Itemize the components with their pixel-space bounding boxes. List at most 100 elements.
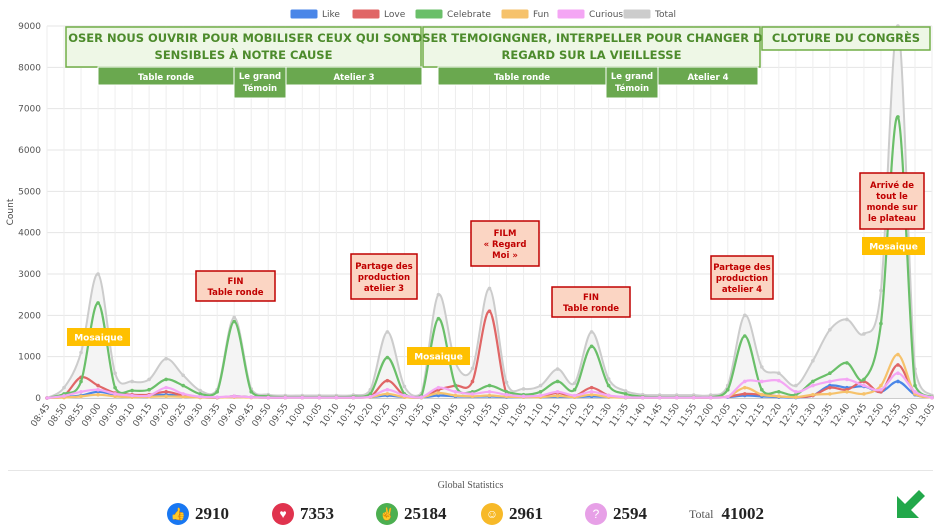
series-curious-point	[453, 390, 458, 394]
series-total-point	[198, 388, 202, 393]
series-fun-point	[385, 392, 390, 396]
series-celebrate-point	[164, 377, 168, 382]
series-curious-point	[317, 395, 322, 400]
series-total-point	[794, 383, 798, 388]
series-curious-point	[45, 396, 49, 400]
series-celebrate-point	[436, 316, 441, 321]
series-celebrate-point	[555, 379, 560, 384]
series-curious-point	[708, 395, 713, 400]
series-total-point	[555, 367, 560, 371]
series-total-point	[589, 330, 594, 334]
legend-swatch-curious	[556, 8, 586, 20]
event-callout-box	[350, 253, 418, 300]
series-celebrate-point	[368, 392, 373, 396]
series-total-point	[760, 365, 764, 369]
y-tick-label: 4000	[18, 229, 41, 239]
series-celebrate-point	[623, 392, 628, 396]
series-love-point	[96, 383, 100, 388]
session-header-line2: SENSIBLES À NOTRE CAUSE	[155, 47, 333, 62]
series-curious-point	[283, 395, 288, 400]
series-curious-point	[657, 395, 662, 400]
legend-swatch-love	[351, 8, 381, 20]
series-curious-point	[368, 394, 373, 399]
series-fun-point	[487, 393, 492, 398]
series-total-point	[470, 366, 475, 371]
series-fun-point	[879, 383, 883, 388]
series-fun-point	[181, 394, 185, 399]
stat-love-value: 7353	[300, 504, 334, 523]
segment-box	[233, 66, 287, 99]
series-total-point	[538, 383, 543, 388]
series-curious-point	[811, 383, 815, 388]
series-curious-point	[385, 387, 390, 392]
series-total-point	[811, 359, 815, 363]
stat-celebrate: ✌ 25184	[376, 502, 447, 526]
series-fun-point	[845, 390, 849, 394]
legend-label-love: Love	[384, 10, 406, 20]
event-callout-text: FILM	[494, 229, 517, 239]
series-curious-point	[147, 393, 151, 398]
arrow-logo-icon	[897, 490, 925, 518]
series-curious-point	[640, 395, 645, 400]
legend-label-celebrate: Celebrate	[447, 10, 491, 20]
legend-label-fun: Fun	[533, 10, 549, 20]
series-curious-point	[232, 394, 237, 399]
series-love-point	[589, 385, 594, 390]
series-curious-point	[130, 393, 134, 398]
series-love-point	[896, 363, 900, 367]
series-fun-point	[453, 393, 458, 398]
stat-fun: ☺ 2961	[481, 502, 543, 526]
y-tick-label: 5000	[18, 187, 41, 197]
series-celebrate-point	[232, 319, 237, 324]
series-curious-point	[334, 395, 339, 400]
series-celebrate-point	[777, 390, 781, 394]
series-fun-point	[794, 395, 798, 399]
series-celebrate-point	[453, 383, 458, 388]
series-celebrate-point	[215, 390, 219, 394]
series-fun-point	[164, 394, 168, 399]
series-total-point	[828, 328, 832, 332]
stat-celebrate-value: 25184	[404, 504, 447, 523]
series-total-point	[147, 377, 151, 382]
session-header-box	[422, 26, 761, 68]
y-tick-label: 6000	[18, 146, 41, 156]
global-statistics-title: Global Statistics	[437, 480, 504, 491]
series-total-area	[47, 25, 932, 398]
series-love-point	[164, 390, 168, 394]
series-curious-point	[96, 387, 100, 392]
segment-box	[285, 66, 423, 86]
series-celebrate-point	[845, 361, 849, 365]
series-total-point	[96, 272, 100, 276]
series-celebrate-point	[879, 321, 883, 326]
series-curious-point	[623, 395, 628, 399]
series-like-point	[896, 379, 900, 384]
series-curious-point	[419, 395, 424, 399]
highlight-label: Mosaique	[869, 243, 918, 253]
series-curious-point	[896, 371, 900, 376]
series-curious-point	[436, 385, 441, 390]
y-tick-label: 1000	[18, 353, 41, 363]
segment-label-line2: Témoin	[243, 83, 277, 94]
segment-label: Atelier 3	[333, 73, 374, 83]
series-curious-point	[794, 390, 798, 394]
event-callout-text: FIN	[583, 293, 599, 303]
series-curious-point	[930, 395, 934, 400]
series-fun-point	[862, 392, 866, 396]
series-fun-point	[470, 394, 475, 399]
y-tick-label: 3000	[18, 270, 41, 280]
series-curious-point	[572, 393, 577, 398]
series-like-point	[436, 393, 441, 398]
stat-curious: ? 2594	[585, 502, 647, 526]
series-curious-point	[725, 394, 730, 399]
series-total-point	[436, 292, 441, 297]
event-callout-text: Partage des	[713, 263, 770, 273]
series-curious-point	[113, 392, 117, 396]
series-curious-point	[691, 395, 696, 400]
series-total-point	[572, 381, 577, 385]
series-curious-point	[589, 390, 594, 394]
event-callout-text: production	[358, 273, 410, 283]
series-curious-point	[215, 395, 219, 399]
series-total-point	[402, 384, 407, 389]
series-curious-point	[249, 395, 254, 399]
event-callout-text: FIN	[227, 277, 243, 287]
